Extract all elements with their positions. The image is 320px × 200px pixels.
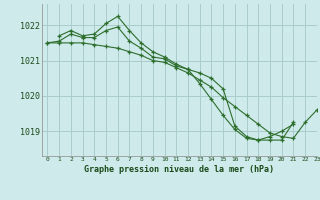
X-axis label: Graphe pression niveau de la mer (hPa): Graphe pression niveau de la mer (hPa) — [84, 165, 274, 174]
